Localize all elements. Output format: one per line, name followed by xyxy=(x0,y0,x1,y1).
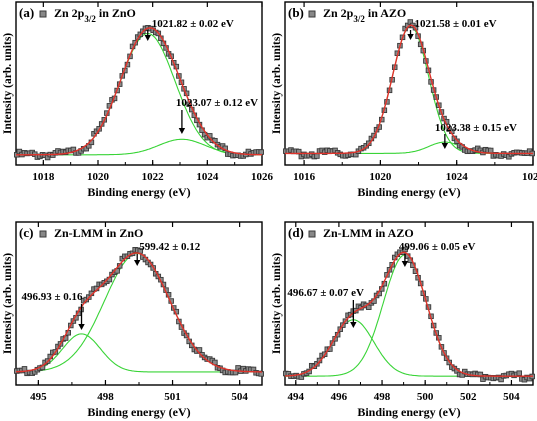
y-axis-title: Intensity (arb. units) xyxy=(271,33,283,134)
legend-marker xyxy=(39,230,47,238)
x-axis-title: Binding energy (eV) xyxy=(87,405,190,419)
x-axis-title: Binding energy (eV) xyxy=(357,185,460,199)
fit-envelope-curve xyxy=(284,251,533,377)
component-curve xyxy=(284,319,533,377)
x-tick-label: 1018 xyxy=(32,171,55,183)
legend-marker xyxy=(39,10,47,18)
data-point xyxy=(516,370,523,376)
x-tick-label: 504 xyxy=(231,391,248,403)
fit-envelope-curve xyxy=(16,252,262,373)
legend: Zn-LMM in ZnO xyxy=(39,226,143,240)
y-axis-title: Intensity (arb. units) xyxy=(2,253,14,354)
legend-main: Zn-LMM in AZO xyxy=(323,226,414,240)
panel-d: 494 496 498 500 502 504 Binding energy (eV) Int… xyxy=(271,221,535,419)
annotation-arrow-head xyxy=(401,261,409,267)
legend-marker xyxy=(308,10,316,18)
plot-frame xyxy=(284,221,534,386)
legend-subscript: 3/2 xyxy=(353,14,365,24)
peak-annotation: 599.42 ± 0.12 xyxy=(139,241,201,253)
annotation-arrow-head xyxy=(178,128,186,134)
legend-suffix: in AZO xyxy=(365,6,406,20)
x-tick-label: 1020 xyxy=(369,171,392,183)
component-curve xyxy=(285,25,533,154)
annotation-arrow-head xyxy=(441,143,449,149)
legend-text: Zn-LMM in AZO xyxy=(323,226,414,240)
x-tick-label: 1016 xyxy=(293,171,316,183)
legend: Zn 2p3/2 in AZO xyxy=(308,6,406,24)
component-curve xyxy=(16,32,263,156)
peak-annotation: 496.93 ± 0.16 xyxy=(22,291,84,303)
peak-annotation: 496.67 ± 0.07 eV xyxy=(287,287,364,299)
x-tick-label: 1028 xyxy=(522,171,537,183)
x-tick-label: 501 xyxy=(164,391,181,403)
annotation-arrow-head xyxy=(144,35,151,41)
fit-envelope-curve xyxy=(16,27,262,156)
plot-frame xyxy=(284,1,534,166)
x-axis-title: Binding energy (eV) xyxy=(357,405,460,419)
y-axis-title: Intensity (arb. units) xyxy=(2,33,14,134)
legend-text: Zn-LMM in ZnO xyxy=(54,226,143,240)
annotation-arrow-head xyxy=(78,324,85,330)
plot-frame xyxy=(15,1,263,166)
x-tick-label: 1022 xyxy=(142,171,165,183)
x-tick-label: 1024 xyxy=(446,171,469,183)
data-point xyxy=(487,147,494,154)
legend-main: Zn 2p xyxy=(323,6,354,20)
panel-label: (a) xyxy=(19,5,34,20)
panel-c: 495 498 501 504 Binding energy (eV) Intensity… xyxy=(2,221,264,419)
legend-main: Zn 2p xyxy=(54,6,85,20)
panel-label: (d) xyxy=(288,225,304,240)
panel-a: 1018 1020 1022 1024 1026 Binding energy (eV) I… xyxy=(2,1,274,199)
x-axis-title: Binding energy (eV) xyxy=(87,185,190,199)
x-tick-label: 498 xyxy=(97,391,114,403)
peak-annotation: 1021.82 ± 0.02 eV xyxy=(152,18,234,30)
legend-main: Zn-LMM in ZnO xyxy=(54,226,143,240)
legend-text: Zn 2p3/2 in ZnO xyxy=(54,6,136,24)
legend-subscript: 3/2 xyxy=(84,14,96,24)
panel-label: (c) xyxy=(19,225,33,240)
annotation-arrow-head xyxy=(407,34,414,40)
x-tick-label: 504 xyxy=(503,391,520,403)
peak-annotation: 1023.07 ± 0.12 eV xyxy=(176,97,258,109)
annotation-arrow-head xyxy=(134,260,141,266)
x-tick-label: 494 xyxy=(288,391,305,403)
x-tick-label: 502 xyxy=(460,391,477,403)
legend-suffix: in ZnO xyxy=(96,6,136,20)
data-point xyxy=(258,149,264,155)
x-tick-label: 498 xyxy=(374,391,391,403)
annotation-arrow-head xyxy=(350,322,357,328)
fit-envelope-curve xyxy=(285,24,533,155)
panel-b: 1016 1020 1024 1028 Binding energy (eV) Inten… xyxy=(271,1,537,199)
legend: Zn-LMM in AZO xyxy=(308,226,414,240)
x-tick-label: 1020 xyxy=(87,171,110,183)
y-axis-title: Intensity (arb. units) xyxy=(271,253,283,354)
x-tick-label: 1026 xyxy=(251,171,274,183)
x-tick-label: 500 xyxy=(417,391,434,403)
data-point xyxy=(402,246,408,253)
data-point xyxy=(314,153,320,159)
legend-text: Zn 2p3/2 in AZO xyxy=(323,6,406,24)
legend-marker xyxy=(308,230,316,238)
x-tick-label: 496 xyxy=(331,391,348,403)
x-tick-label: 495 xyxy=(30,391,47,403)
legend: Zn 2p3/2 in ZnO xyxy=(39,6,136,24)
peak-annotation: 1021.58 ± 0.01 eV xyxy=(415,18,497,30)
peak-annotation: 1023.38 ± 0.15 eV xyxy=(435,122,517,134)
x-tick-label: 1024 xyxy=(196,171,219,183)
peak-annotation: 499.06 ± 0.05 eV xyxy=(399,241,476,253)
panel-label: (b) xyxy=(288,5,304,20)
